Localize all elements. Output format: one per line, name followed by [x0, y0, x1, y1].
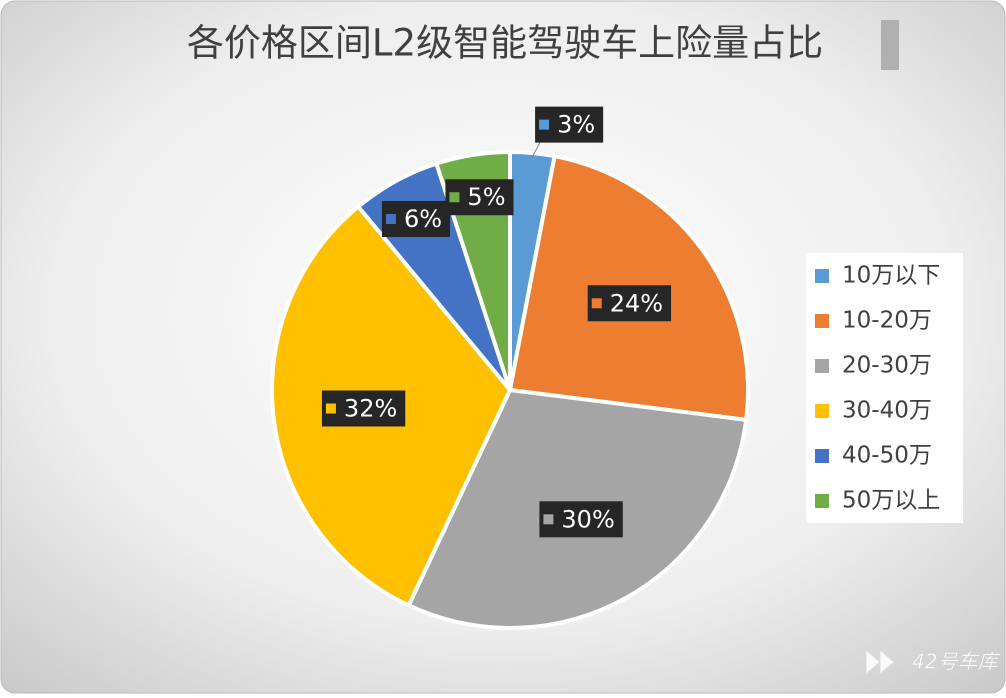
legend-label: 40-50万	[842, 443, 932, 469]
legend: 10万以下 10-20万 20-30万 30-40万 40-50万 50万以上	[815, 263, 940, 514]
value-label: 30%	[561, 505, 614, 533]
legend-label: 10-20万	[842, 308, 932, 334]
legend-label: 50万以上	[842, 488, 940, 514]
legend-swatch	[815, 404, 829, 418]
legend-swatch	[815, 314, 829, 328]
legend-swatch	[815, 359, 829, 373]
pie	[270, 149, 750, 630]
watermark-logo	[865, 648, 895, 676]
value-label: 6%	[404, 205, 442, 233]
data-label: 3%	[535, 106, 604, 143]
label-swatch	[543, 514, 554, 525]
value-label: 3%	[557, 111, 595, 139]
legend-label: 10万以下	[842, 263, 940, 289]
legend-swatch	[815, 494, 829, 508]
label-swatch	[591, 298, 602, 309]
label-swatch	[449, 192, 460, 203]
legend-swatch	[815, 269, 829, 283]
watermark: 42号车库	[912, 650, 1000, 674]
data-label: 30%	[539, 501, 623, 538]
legend-label: 30-40万	[842, 398, 932, 424]
chart-title: 各价格区间L2级智能驾驶车上险量占比	[187, 22, 823, 65]
label-swatch	[539, 119, 550, 130]
value-label: 5%	[467, 183, 505, 211]
legend-label: 20-30万	[842, 353, 932, 379]
data-label: 5%	[445, 179, 514, 216]
cursor-block	[881, 20, 899, 70]
legend-swatch	[815, 449, 829, 463]
label-swatch	[385, 213, 396, 224]
data-label: 6%	[381, 200, 451, 237]
value-label: 24%	[610, 289, 663, 317]
label-swatch	[325, 403, 336, 414]
data-labels: 3% 24% 30% 32% 6% 5%	[321, 106, 672, 538]
data-label: 24%	[587, 285, 672, 322]
data-label: 32%	[321, 390, 406, 427]
legend-box	[806, 253, 963, 523]
value-label: 32%	[344, 394, 397, 422]
